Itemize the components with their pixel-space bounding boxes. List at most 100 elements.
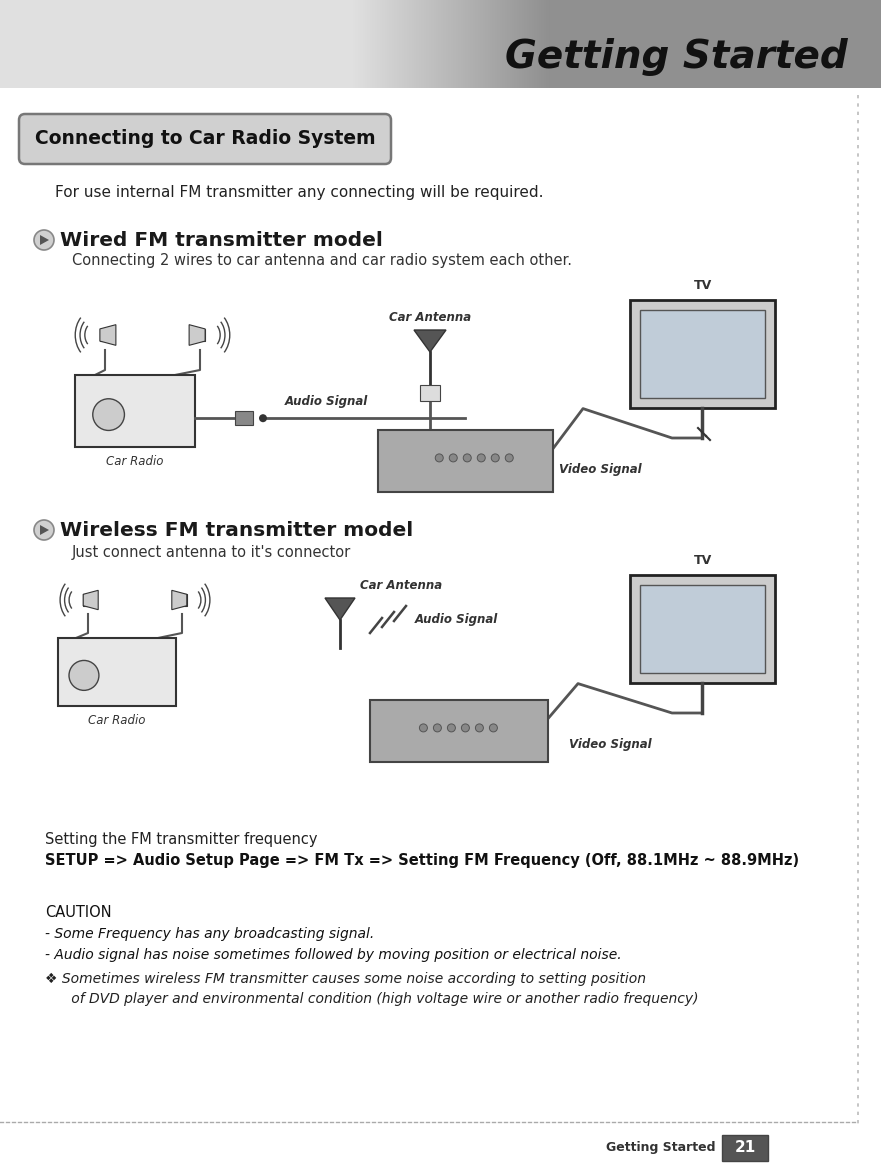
Bar (454, 0, 455, 88)
Bar (501, 0, 502, 88)
Bar (460, 0, 461, 88)
Bar (378, 0, 379, 88)
Bar (509, 0, 510, 88)
Bar (367, 0, 368, 88)
Bar (518, 0, 519, 88)
Bar (356, 0, 357, 88)
Bar (357, 0, 358, 88)
Bar (388, 0, 389, 88)
Circle shape (259, 414, 267, 423)
Bar (413, 0, 414, 88)
Bar (520, 0, 521, 88)
Bar (477, 0, 478, 88)
Bar (437, 0, 438, 88)
Circle shape (478, 454, 485, 462)
Bar (360, 0, 361, 88)
Bar (355, 0, 356, 88)
Bar (369, 0, 370, 88)
Bar (422, 0, 423, 88)
Polygon shape (83, 590, 98, 610)
Bar (428, 0, 429, 88)
Bar (407, 0, 408, 88)
Circle shape (435, 454, 443, 462)
Bar (549, 0, 550, 88)
Bar (381, 0, 382, 88)
Circle shape (449, 454, 457, 462)
Circle shape (462, 724, 470, 732)
Bar (433, 0, 434, 88)
Circle shape (490, 724, 498, 732)
Bar (519, 0, 520, 88)
Bar (521, 0, 522, 88)
Bar (464, 0, 465, 88)
Bar (396, 0, 397, 88)
Bar (412, 0, 413, 88)
Bar (515, 0, 516, 88)
Bar (506, 0, 507, 88)
Bar (528, 0, 529, 88)
Bar (448, 0, 449, 88)
Bar (417, 0, 418, 88)
Bar (376, 0, 377, 88)
Circle shape (463, 454, 471, 462)
Text: Wireless FM transmitter model: Wireless FM transmitter model (60, 520, 413, 539)
Bar (487, 0, 488, 88)
Bar (475, 0, 476, 88)
Circle shape (492, 454, 500, 462)
Bar (523, 0, 524, 88)
Bar (516, 0, 517, 88)
Bar (398, 0, 399, 88)
Bar (492, 0, 493, 88)
Text: CAUTION: CAUTION (45, 904, 112, 920)
Bar (514, 0, 515, 88)
Bar (377, 0, 378, 88)
Bar (534, 0, 535, 88)
Bar (479, 0, 480, 88)
Bar (529, 0, 530, 88)
Text: 21: 21 (735, 1141, 756, 1156)
Bar (410, 0, 411, 88)
Bar (363, 0, 364, 88)
Bar (359, 0, 360, 88)
Bar (75, 375, 195, 447)
Text: - Audio signal has noise sometimes followed by moving position or electrical noi: - Audio signal has noise sometimes follo… (45, 947, 622, 961)
Bar (352, 0, 353, 88)
Bar (390, 0, 391, 88)
Bar (397, 0, 398, 88)
Bar (371, 0, 372, 88)
Bar (354, 0, 355, 88)
Bar (498, 0, 499, 88)
Bar (436, 0, 437, 88)
Bar (453, 0, 454, 88)
Bar (423, 0, 424, 88)
Bar (459, 0, 460, 88)
Bar (467, 0, 468, 88)
Bar (442, 0, 443, 88)
Bar (525, 0, 526, 88)
Text: Connecting 2 wires to car antenna and car radio system each other.: Connecting 2 wires to car antenna and ca… (72, 253, 572, 268)
Text: Wired FM transmitter model: Wired FM transmitter model (60, 230, 383, 249)
Polygon shape (100, 325, 116, 346)
Bar (490, 0, 491, 88)
Bar (409, 0, 410, 88)
Bar (455, 0, 456, 88)
Bar (494, 0, 495, 88)
Bar (486, 0, 487, 88)
Bar (394, 0, 395, 88)
Bar (402, 0, 403, 88)
Bar (541, 0, 542, 88)
Polygon shape (40, 525, 49, 535)
Bar (532, 0, 533, 88)
Bar (469, 0, 470, 88)
Bar (419, 0, 420, 88)
Bar (511, 0, 512, 88)
Bar (235, 411, 253, 425)
Bar (495, 0, 496, 88)
Bar (463, 0, 464, 88)
Bar (420, 0, 421, 88)
Bar (473, 0, 474, 88)
Bar (358, 0, 359, 88)
Text: Getting Started: Getting Started (606, 1142, 716, 1155)
Bar (351, 0, 352, 88)
Circle shape (505, 454, 514, 462)
